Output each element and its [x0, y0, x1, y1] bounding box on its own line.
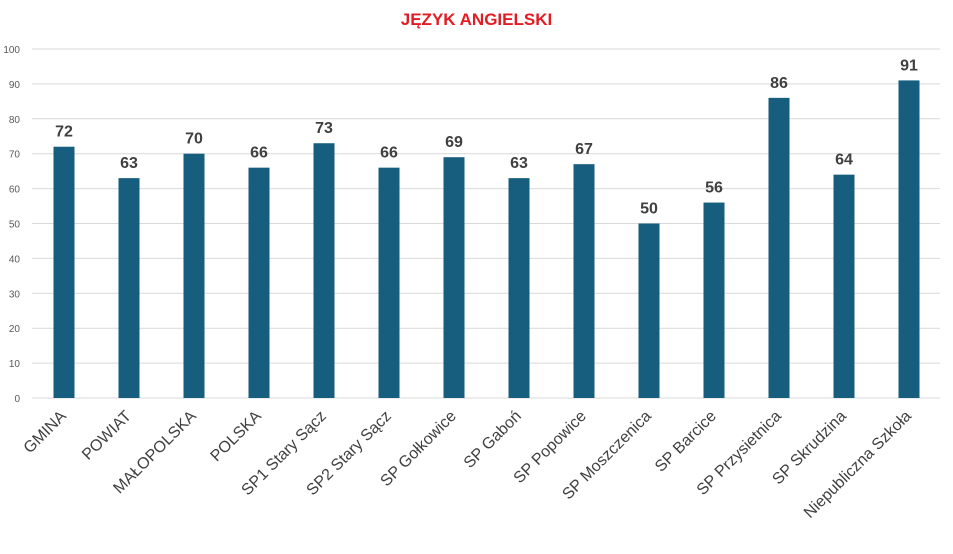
bar-value-label: 72	[55, 124, 73, 141]
y-tick-label: 100	[3, 45, 20, 56]
bar	[443, 157, 465, 398]
y-axis: 0 10 20 30 40 50 60 70 80 90 100	[3, 45, 20, 405]
bar-value-label: 66	[380, 145, 398, 162]
bar	[573, 164, 595, 398]
bar	[53, 146, 75, 398]
x-tick-label: Niepubliczna Szkoła	[801, 408, 915, 522]
bar-value-label: 69	[445, 134, 463, 151]
bars	[53, 80, 920, 399]
bar-value-label: 73	[315, 120, 333, 137]
y-tick-label: 90	[9, 80, 21, 91]
bar-value-label: 70	[185, 131, 203, 148]
bar-value-label: 64	[835, 152, 853, 169]
bar-value-label: 56	[705, 180, 723, 197]
bar	[703, 202, 725, 398]
bar	[378, 167, 400, 398]
bar	[118, 178, 140, 398]
bar	[638, 223, 660, 398]
bar-value-label: 63	[120, 155, 138, 172]
y-tick-label: 50	[9, 220, 21, 231]
bar-value-label: 66	[250, 145, 268, 162]
bar-value-label: 50	[640, 201, 658, 218]
bar-value-label: 63	[510, 155, 528, 172]
y-tick-label: 80	[9, 115, 21, 126]
x-tick-label: POWIAT	[79, 408, 135, 464]
bar	[898, 80, 920, 398]
chart-title: JĘZYK ANGIELSKI	[400, 10, 553, 29]
x-tick-label: SP Barcice	[652, 408, 720, 476]
y-tick-label: 40	[9, 254, 21, 265]
bar	[248, 167, 270, 398]
y-tick-label: 30	[9, 289, 21, 300]
gridlines	[32, 48, 940, 399]
bar-value-label: 91	[900, 57, 918, 74]
bar	[508, 178, 530, 398]
bar	[313, 143, 335, 398]
y-tick-label: 60	[9, 185, 21, 196]
x-tick-label: POLSKA	[208, 408, 266, 466]
bar-value-label: 67	[575, 141, 593, 158]
y-tick-label: 0	[14, 394, 20, 405]
x-tick-label: GMINA	[21, 408, 70, 457]
x-tick-label: SP Gaboń	[461, 408, 525, 472]
bar	[833, 174, 855, 398]
y-tick-label: 10	[9, 359, 21, 370]
y-tick-label: 70	[9, 150, 21, 161]
y-tick-label: 20	[9, 324, 21, 335]
bar	[183, 153, 205, 398]
value-labels: 72 63 70 66 73 66 69 63 67 50 56 86 64 91	[55, 57, 918, 217]
bar-value-label: 86	[770, 75, 788, 92]
bar	[768, 97, 790, 399]
